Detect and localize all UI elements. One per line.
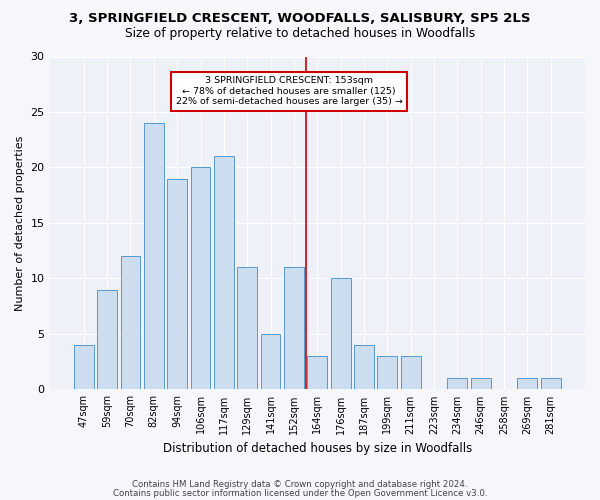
Bar <box>214 156 234 390</box>
Bar <box>191 168 211 390</box>
X-axis label: Distribution of detached houses by size in Woodfalls: Distribution of detached houses by size … <box>163 442 472 455</box>
Bar <box>121 256 140 390</box>
Bar <box>377 356 397 390</box>
Bar <box>401 356 421 390</box>
Bar <box>238 268 257 390</box>
Bar <box>448 378 467 390</box>
Bar <box>144 123 164 390</box>
Bar <box>74 345 94 390</box>
Text: 3, SPRINGFIELD CRESCENT, WOODFALLS, SALISBURY, SP5 2LS: 3, SPRINGFIELD CRESCENT, WOODFALLS, SALI… <box>69 12 531 26</box>
Bar <box>541 378 560 390</box>
Text: 3 SPRINGFIELD CRESCENT: 153sqm
← 78% of detached houses are smaller (125)
22% of: 3 SPRINGFIELD CRESCENT: 153sqm ← 78% of … <box>176 76 403 106</box>
Bar <box>354 345 374 390</box>
Bar <box>284 268 304 390</box>
Text: Size of property relative to detached houses in Woodfalls: Size of property relative to detached ho… <box>125 28 475 40</box>
Y-axis label: Number of detached properties: Number of detached properties <box>15 136 25 310</box>
Bar <box>517 378 538 390</box>
Bar <box>331 278 350 390</box>
Bar <box>307 356 327 390</box>
Bar <box>167 178 187 390</box>
Bar <box>260 334 280 390</box>
Bar <box>471 378 491 390</box>
Bar <box>97 290 117 390</box>
Text: Contains HM Land Registry data © Crown copyright and database right 2024.: Contains HM Land Registry data © Crown c… <box>132 480 468 489</box>
Text: Contains public sector information licensed under the Open Government Licence v3: Contains public sector information licen… <box>113 488 487 498</box>
